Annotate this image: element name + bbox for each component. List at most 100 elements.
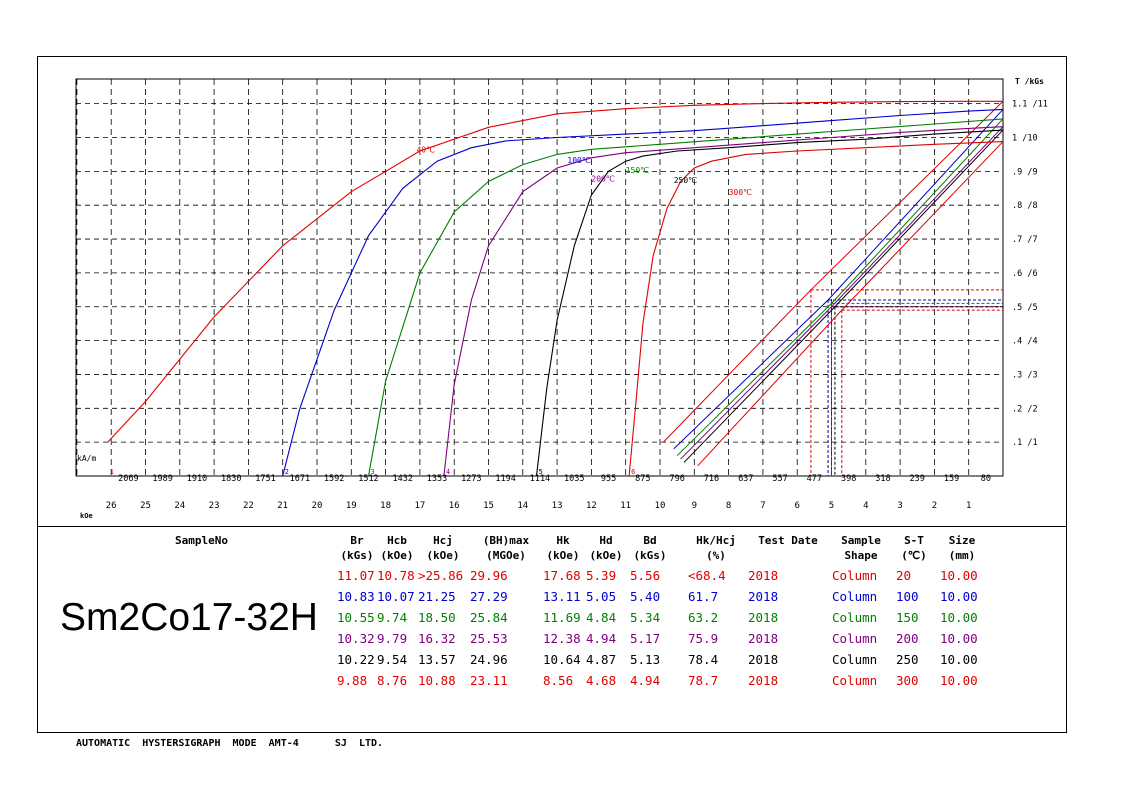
y-tick-label: .3 /3 (1012, 370, 1038, 380)
x-tick-kam-label: 875 (635, 474, 650, 484)
table-cell-size: 10.00 (940, 589, 978, 604)
y-tick-label: 1 /10 (1012, 134, 1038, 144)
x-tick-koe-label: 16 (449, 501, 460, 511)
table-cell-date: 2018 (748, 610, 779, 625)
temperature-label: 150℃ (626, 166, 649, 175)
x-tick-koe-label: 15 (483, 501, 494, 511)
table-cell-size: 10.00 (940, 673, 978, 688)
x-tick-kam-label: 1671 (290, 474, 310, 484)
x-tick-kam-label: 318 (875, 474, 890, 484)
table-cell-bd: 4.94 (630, 673, 661, 688)
table-cell-hcj: 13.57 (418, 652, 456, 667)
load-line (683, 129, 1004, 463)
table-cell-bhmax: 24.96 (470, 652, 508, 667)
table-cell-date: 2018 (748, 589, 779, 604)
table-cell-shape: Column (832, 631, 878, 646)
table-cell-bhmax: 25.53 (470, 631, 508, 646)
table-cell-hk: 13.11 (543, 589, 581, 604)
x-tick-koe-label: 24 (174, 501, 185, 511)
table-cell-hcb: 10.07 (377, 589, 415, 604)
table-cell-br: 9.88 (337, 673, 368, 688)
table-cell-st: 200 (896, 631, 919, 646)
demag-curve-2 (282, 108, 1004, 477)
temperature-label: 200℃ (591, 175, 614, 184)
column-header-line1: Hcj (433, 534, 453, 547)
plot-border (75, 78, 1004, 477)
table-cell-hcb: 10.78 (377, 568, 415, 583)
x-tick-koe-label: 19 (346, 501, 357, 511)
table-cell-br: 11.07 (337, 568, 375, 583)
table-cell-hkhcj: 78.7 (688, 673, 719, 688)
y-tick-label: .9 /9 (1012, 167, 1038, 177)
x-tick-kam-label: 1751 (255, 474, 275, 484)
temperature-label: 300℃ (729, 188, 752, 197)
table-cell-hcj: 10.88 (418, 673, 456, 688)
x-tick-koe-label: 18 (380, 501, 391, 511)
table-cell-hcj: >25.86 (418, 568, 464, 583)
column-header-line2: (%) (706, 549, 726, 562)
table-cell-hd: 4.68 (586, 673, 617, 688)
x-tick-koe-label: 11 (620, 501, 631, 511)
x-tick-koe-label: 9 (692, 501, 697, 511)
x-tick-koe-label: 6 (794, 501, 799, 511)
x-tick-koe-label: 22 (243, 501, 254, 511)
table-cell-hkhcj: <68.4 (688, 568, 726, 583)
x-tick-koe-label: 25 (140, 501, 151, 511)
x-tick-kam-label: 1273 (461, 474, 481, 484)
table-cell-hd: 4.84 (586, 610, 617, 625)
column-header-line2: (kOe) (546, 549, 580, 562)
column-header-bd: Bd (kGs) (630, 533, 670, 563)
table-cell-br: 10.22 (337, 652, 375, 667)
x-tick-koe-label: 14 (517, 501, 528, 511)
load-line (673, 109, 1004, 450)
table-cell-br: 10.83 (337, 589, 375, 604)
table-cell-hcb: 9.79 (377, 631, 408, 646)
column-header-line2: (kGs) (340, 549, 374, 562)
column-header-line1: Br (350, 534, 364, 547)
column-header-line2: (kOe) (380, 549, 414, 562)
table-cell-bd: 5.17 (630, 631, 661, 646)
sample-name: Sm2Co17-32H (60, 596, 318, 639)
column-header-line1: (BH)max (482, 534, 530, 547)
x-tick-kam-label: 637 (738, 474, 753, 484)
table-cell-shape: Column (832, 568, 878, 583)
y-tick-label: .2 /2 (1012, 404, 1038, 414)
column-header-shape: Sample Shape (832, 533, 890, 563)
table-cell-date: 2018 (748, 631, 779, 646)
table-cell-hk: 12.38 (543, 631, 581, 646)
table-cell-bhmax: 25.84 (470, 610, 508, 625)
demag-curve-4 (443, 126, 1004, 477)
x-tick-koe-label: 4 (863, 501, 868, 511)
table-cell-hcb: 9.54 (377, 652, 408, 667)
corner-unit-label: kA/m (77, 454, 96, 463)
x-tick-koe-label: 26 (106, 501, 117, 511)
x-tick-kam-label: 1512 (358, 474, 378, 484)
table-cell-st: 100 (896, 589, 919, 604)
table-cell-hcj: 18.50 (418, 610, 456, 625)
x-tick-koe-label: 8 (726, 501, 731, 511)
table-cell-hd: 4.87 (586, 652, 617, 667)
y-tick-label: .4 /4 (1012, 337, 1038, 347)
table-cell-size: 10.00 (940, 652, 978, 667)
x-tick-kam-label: 398 (841, 474, 856, 484)
x-tick-kam-label: 1114 (530, 474, 550, 484)
table-cell-hcj: 21.25 (418, 589, 456, 604)
column-header-line2: (kOe) (426, 549, 460, 562)
curve-marker-4: 4 (446, 468, 450, 476)
x-tick-kam-label: 1592 (324, 474, 344, 484)
column-header-line1: Test Date (758, 534, 818, 547)
y-tick-label: .6 /6 (1012, 269, 1038, 279)
y-tick-label: .8 /8 (1012, 201, 1038, 211)
x-tick-kam-label: 2069 (118, 474, 138, 484)
demag-curve-1 (107, 100, 1003, 443)
temperature-label: 40℃ (416, 146, 435, 155)
curve-marker-5: 5 (539, 468, 543, 476)
column-header-line1: Sample (841, 534, 881, 547)
table-cell-bd: 5.13 (630, 652, 661, 667)
y-tick-label: 1.1 /11 (1012, 100, 1048, 110)
table-cell-hkhcj: 78.4 (688, 652, 719, 667)
table-cell-bhmax: 23.11 (470, 673, 508, 688)
x-tick-kam-label: 80 (981, 474, 991, 484)
table-cell-date: 2018 (748, 568, 779, 583)
y-unit-label: T /kGs (1015, 77, 1044, 86)
